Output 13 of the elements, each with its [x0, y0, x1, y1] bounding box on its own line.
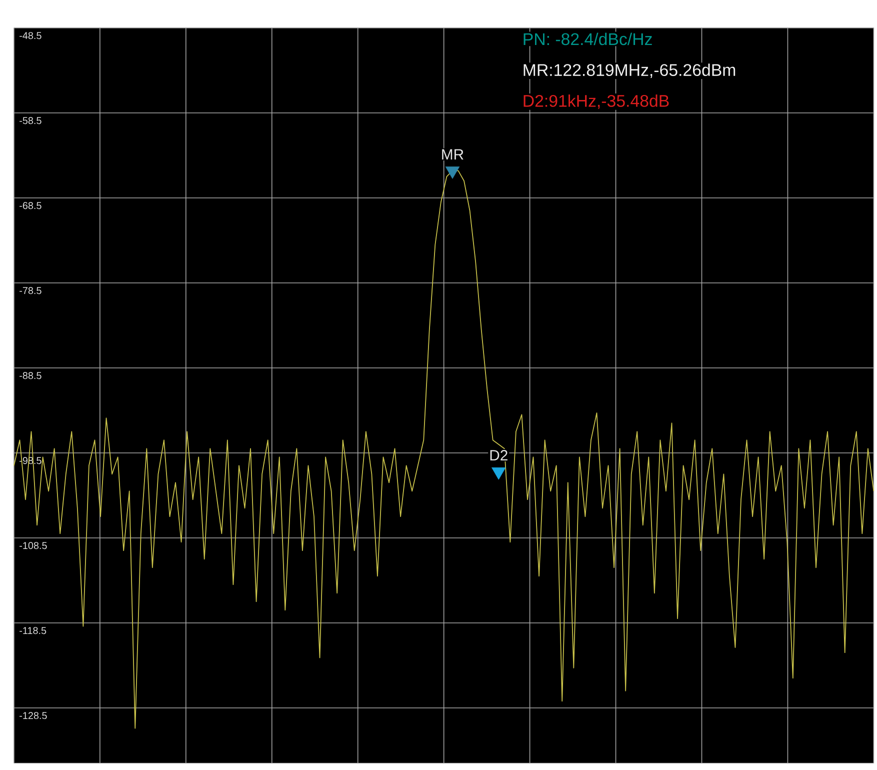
y-tick-label: -78.5: [20, 287, 42, 294]
annotation: PN: -82.4/dBc/Hz: [524, 32, 652, 46]
y-tick-label: -108.5: [20, 542, 47, 550]
y-tick-label: -48.5: [20, 32, 42, 40]
y-tick-label: -58.5: [20, 117, 42, 124]
y-tick-label: -128.5: [20, 712, 47, 720]
series-label: D2: [490, 450, 508, 460]
annotation: MR:122.819MHz,-65.26dBm: [524, 64, 736, 78]
y-tick-label: -68.5: [20, 202, 42, 210]
annotation: D2:91kHz,-35.48dB: [524, 94, 669, 109]
series-label: MR: [442, 149, 464, 160]
y-tick-label: -118.5: [20, 627, 46, 634]
y-tick-label: -88.5: [20, 372, 42, 380]
